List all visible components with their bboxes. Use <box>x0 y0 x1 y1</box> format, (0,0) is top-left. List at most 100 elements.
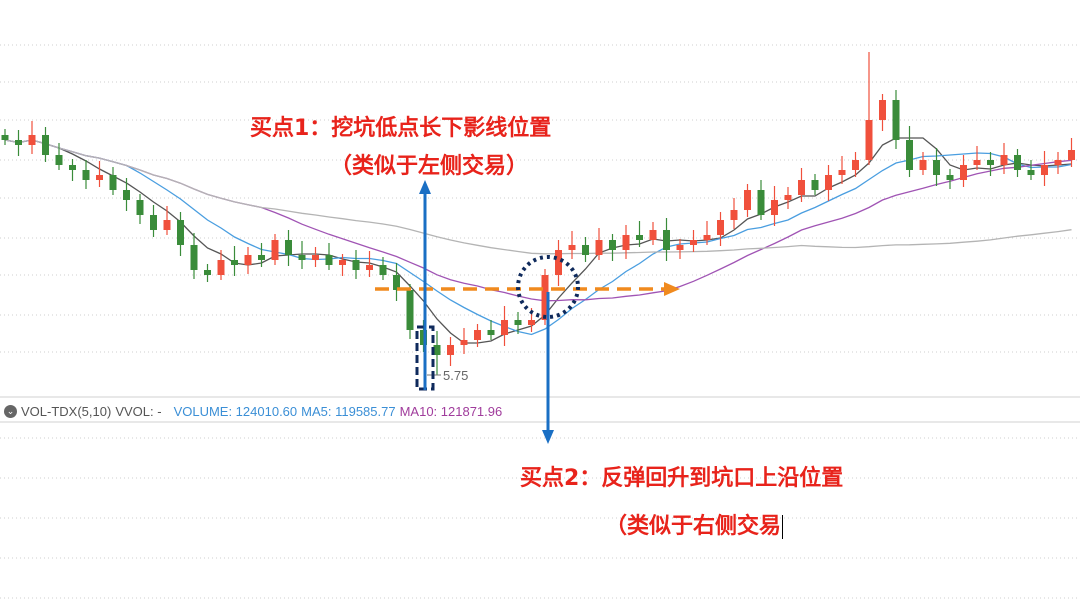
candle-body <box>1068 150 1075 160</box>
candle-body <box>825 175 832 190</box>
candle <box>15 130 22 156</box>
candle-body <box>663 230 670 250</box>
candle <box>69 159 76 181</box>
candle <box>1000 143 1008 174</box>
candle-body <box>433 345 441 355</box>
candle <box>1054 152 1062 174</box>
candle-body <box>730 210 738 220</box>
candle <box>906 126 913 177</box>
candle-body <box>582 245 589 255</box>
candle <box>1027 160 1035 180</box>
candle <box>852 152 859 177</box>
candle <box>433 331 441 375</box>
candle-body <box>379 265 387 275</box>
candle-body <box>69 165 76 170</box>
candle <box>96 161 103 187</box>
candle-body <box>231 260 238 265</box>
candle-body <box>798 180 805 195</box>
candle <box>298 241 306 269</box>
candle <box>514 312 522 334</box>
candle <box>325 243 333 270</box>
candle-body <box>987 160 994 165</box>
candle-body <box>865 120 873 160</box>
candle-body <box>1014 155 1021 170</box>
vvol-value: VVOL: - <box>115 404 162 419</box>
candle <box>649 222 657 245</box>
candle <box>109 167 117 195</box>
candle <box>582 237 589 262</box>
candle-body <box>960 165 967 180</box>
candle <box>285 230 292 266</box>
candle <box>1041 151 1048 186</box>
candle-body <box>906 140 913 170</box>
buy2-note-wrap: （类似于右侧交易 <box>605 508 784 540</box>
candle-body <box>933 160 940 175</box>
candle-body <box>258 255 265 260</box>
candle-body <box>609 240 616 250</box>
candle-body <box>82 170 90 180</box>
breakout-circle <box>516 255 580 319</box>
candle <box>339 254 346 276</box>
candle-body <box>55 155 63 165</box>
candle <box>892 90 900 149</box>
candle <box>204 264 211 282</box>
candle <box>757 180 765 220</box>
candle-body <box>852 160 859 170</box>
candle <box>771 186 778 226</box>
candle-body <box>190 245 198 270</box>
candle-body <box>690 240 697 245</box>
candle <box>838 156 846 184</box>
candle <box>379 257 387 280</box>
candle <box>879 94 886 131</box>
candle <box>730 198 738 229</box>
candle-body <box>298 255 306 260</box>
buy2-down-arrow-icon <box>542 292 554 444</box>
candle <box>150 205 157 237</box>
candle-body <box>622 235 630 250</box>
candle <box>960 155 967 187</box>
candle <box>136 194 144 224</box>
candle <box>676 239 684 259</box>
candle-body <box>244 255 252 265</box>
candle <box>244 247 252 274</box>
candle-body <box>163 220 171 230</box>
candle-body <box>703 235 711 240</box>
candle <box>663 218 670 261</box>
candle <box>1068 138 1075 167</box>
candle <box>919 152 927 175</box>
candle <box>231 246 238 276</box>
volume-legend: ⌄ VOL-TDX(5,10) VVOL: - VOLUME: 124010.6… <box>4 404 502 419</box>
candle-body <box>150 215 157 230</box>
candle-body <box>919 160 927 170</box>
candle-body <box>96 175 103 180</box>
indicator-name: VOL-TDX(5,10) <box>21 404 112 419</box>
collapse-chevron-icon[interactable]: ⌄ <box>4 405 17 418</box>
candle-body <box>568 245 576 250</box>
candle-body <box>892 100 900 140</box>
candle-body <box>838 170 846 175</box>
candle-body <box>973 160 981 165</box>
candle-body <box>285 240 292 255</box>
candle <box>406 284 414 339</box>
candle-body <box>123 190 130 200</box>
candle <box>798 168 805 202</box>
candle <box>1014 149 1021 177</box>
candle <box>258 243 265 267</box>
candle <box>595 228 603 260</box>
candle <box>811 174 819 195</box>
candle-body <box>460 340 468 345</box>
candle <box>82 160 90 189</box>
volume-value: VOLUME: 124010.60 <box>173 404 298 419</box>
candle <box>609 234 616 261</box>
buy1-title: 买点1：挖坑低点长下影线位置 <box>250 116 552 141</box>
candle-body <box>447 345 454 355</box>
candle-body <box>109 175 117 190</box>
candle-body <box>555 250 562 275</box>
candle <box>987 152 994 176</box>
text-cursor <box>782 515 784 539</box>
candle <box>352 250 360 279</box>
candle <box>865 52 873 165</box>
ma10-line <box>4 139 1072 336</box>
candle-body <box>393 275 400 290</box>
